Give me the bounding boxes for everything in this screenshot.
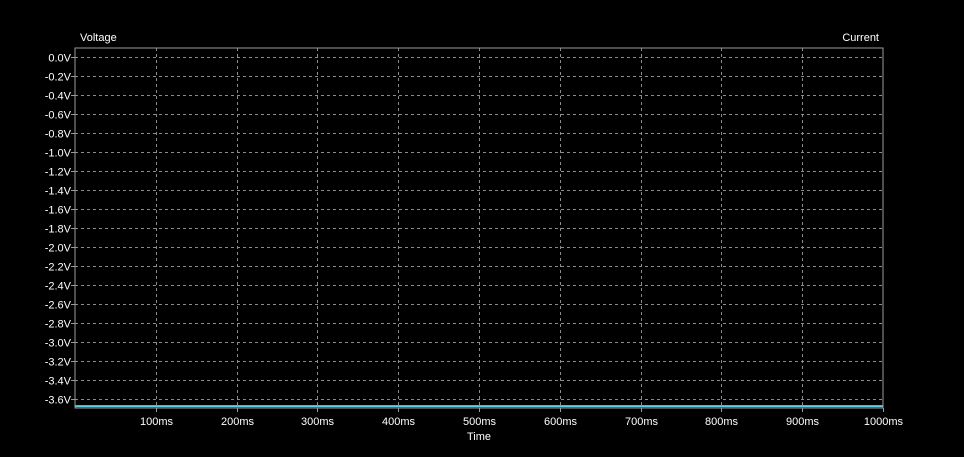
y-tick-label: -0.2V [45, 72, 72, 84]
x-tick-label: 400ms [382, 416, 416, 428]
y-tick-label: -1.8V [45, 224, 72, 236]
x-tick-label: 900ms [786, 416, 820, 428]
y-tick-label: 0.0V [48, 53, 71, 65]
y-tick-label: -1.2V [45, 167, 72, 179]
y-tick-label: -2.4V [45, 281, 72, 293]
y-tick-label: -3.0V [45, 338, 72, 350]
x-axis-ticks: 100ms 200ms 300ms 400ms 500ms 600ms 700ms 800ms… [140, 408, 904, 428]
x-tick-label: 100ms [140, 416, 174, 428]
y-tick-label: -3.6V [45, 395, 72, 407]
x-axis-title: Time [467, 431, 491, 443]
x-tick-label: 600ms [544, 416, 578, 428]
y-tick-label: -0.6V [45, 110, 72, 122]
y-tick-label: -2.6V [45, 300, 72, 312]
y-tick-label: -2.8V [45, 319, 72, 331]
x-tick-label: 1000ms [864, 416, 904, 428]
y-tick-label: -1.4V [45, 186, 72, 198]
y-tick-label: -2.0V [45, 243, 72, 255]
secondary-y-axis-title: Current [842, 32, 879, 44]
grid-lines [75, 48, 883, 408]
y-tick-label: -3.4V [45, 376, 72, 388]
y-tick-label: -3.2V [45, 357, 72, 369]
y-axis-ticks: 0.0V -0.2V -0.4V -0.6V -0.8V -1.0V -1.2V -1.4V -… [45, 53, 75, 407]
x-tick-label: 500ms [463, 416, 497, 428]
x-tick-label: 800ms [705, 416, 739, 428]
y-tick-label: -0.4V [45, 91, 72, 103]
x-tick-label: 700ms [625, 416, 659, 428]
y-tick-label: -1.0V [45, 148, 72, 160]
x-tick-label: 200ms [221, 416, 255, 428]
y-tick-label: -1.6V [45, 205, 72, 217]
x-tick-label: 300ms [301, 416, 335, 428]
y-tick-label: -2.2V [45, 262, 72, 274]
y-tick-label: -0.8V [45, 129, 72, 141]
y-axis-title: Voltage [80, 32, 117, 44]
